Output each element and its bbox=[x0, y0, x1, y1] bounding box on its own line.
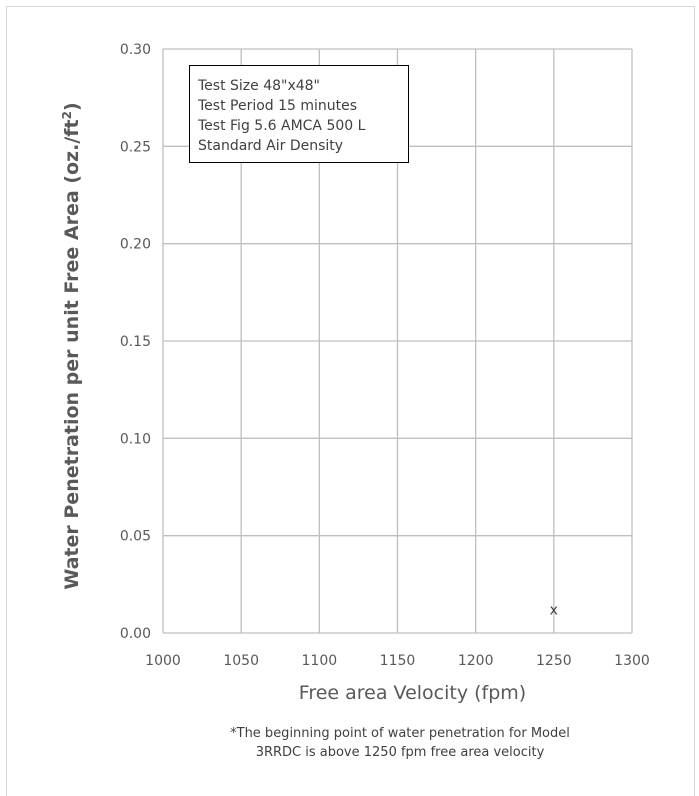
x-tick-label: 1000 bbox=[145, 653, 181, 669]
test-size-text: Test Size 48"x48" bbox=[198, 78, 321, 94]
y-tick-label: 0.05 bbox=[120, 529, 151, 545]
footnote-line-2: 3RRDC is above 1250 fpm free area veloci… bbox=[255, 745, 545, 760]
footnote-line-1: *The beginning point of water penetratio… bbox=[230, 726, 570, 741]
test-period-text: Test Period 15 minutes bbox=[198, 98, 358, 114]
chart-plot: 1000 1050 1100 1150 1200 1250 1300 0.00 0.05 0.10… bbox=[60, 42, 650, 704]
x-axis-title: Free area Velocity (fpm) bbox=[299, 682, 526, 704]
y-tick-label: 0.25 bbox=[120, 139, 151, 155]
x-tick-label: 1200 bbox=[458, 653, 494, 669]
y-tick-label: 0.15 bbox=[120, 334, 151, 350]
y-axis-title: Water Penetration per unit Free Area (oz… bbox=[60, 102, 83, 589]
y-tick-label: 0.10 bbox=[120, 431, 151, 447]
y-tick-label: 0.00 bbox=[120, 626, 151, 642]
y-tick-label: 0.30 bbox=[120, 42, 151, 58]
test-fig-text: Test Fig 5.6 AMCA 500 L bbox=[198, 118, 366, 134]
air-density-text: Standard Air Density bbox=[198, 138, 344, 154]
chart-frame bbox=[6, 6, 695, 796]
footnote: *The beginning point of water penetratio… bbox=[150, 724, 650, 762]
test-conditions-box: Test Size 48"x48" Test Period 15 minutes… bbox=[189, 65, 409, 163]
x-tick-label: 1250 bbox=[536, 653, 572, 669]
data-point-marker: x bbox=[550, 603, 558, 619]
x-tick-label: 1050 bbox=[223, 653, 259, 669]
x-tick-label: 1100 bbox=[302, 653, 338, 669]
x-tick-label: 1300 bbox=[614, 653, 650, 669]
x-tick-label: 1150 bbox=[380, 653, 416, 669]
y-tick-label: 0.20 bbox=[120, 237, 151, 253]
